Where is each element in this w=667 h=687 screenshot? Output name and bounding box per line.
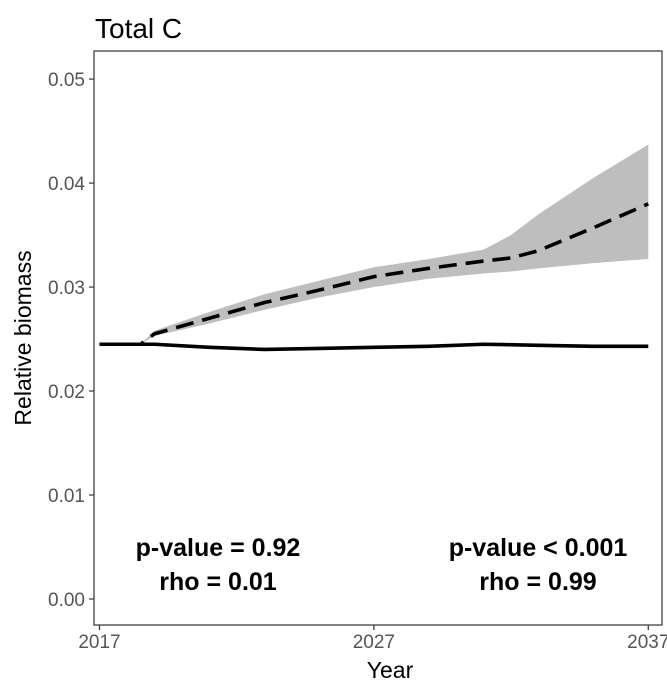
annotations: p-value = 0.92 rho = 0.01 p-value < 0.001 r… — [136, 534, 628, 596]
x-tick-label: 2037 — [627, 632, 667, 653]
annotation-text: rho = 0.01 — [159, 568, 277, 596]
y-axis-label: Relative biomass — [10, 250, 36, 425]
solid-series-line — [99, 342, 649, 352]
annotation-text: rho = 0.99 — [479, 568, 596, 596]
annotation-text: p-value < 0.001 — [449, 534, 628, 562]
y-tick-label: 0.02 — [48, 382, 85, 403]
plot-panel-border — [93, 50, 663, 626]
y-tick-label: 0.00 — [48, 590, 85, 611]
dashed-series-line — [99, 202, 649, 347]
x-axis-label: Year — [367, 657, 414, 683]
y-tick-label: 0.03 — [48, 278, 85, 299]
chart-title: Total C — [95, 13, 182, 44]
confidence-band — [99, 144, 649, 345]
y-tick-label: 0.01 — [48, 486, 85, 507]
plot-area — [99, 144, 649, 352]
y-axis: 0.00 0.01 0.02 0.03 0.04 0.05 — [48, 70, 94, 611]
x-tick-label: 2027 — [353, 632, 395, 653]
x-axis: 2017 2027 2037 — [78, 625, 667, 653]
x-tick-label: 2017 — [78, 632, 120, 653]
y-tick-label: 0.05 — [48, 70, 85, 91]
annotation-text: p-value = 0.92 — [136, 534, 301, 562]
y-tick-label: 0.04 — [48, 174, 85, 195]
